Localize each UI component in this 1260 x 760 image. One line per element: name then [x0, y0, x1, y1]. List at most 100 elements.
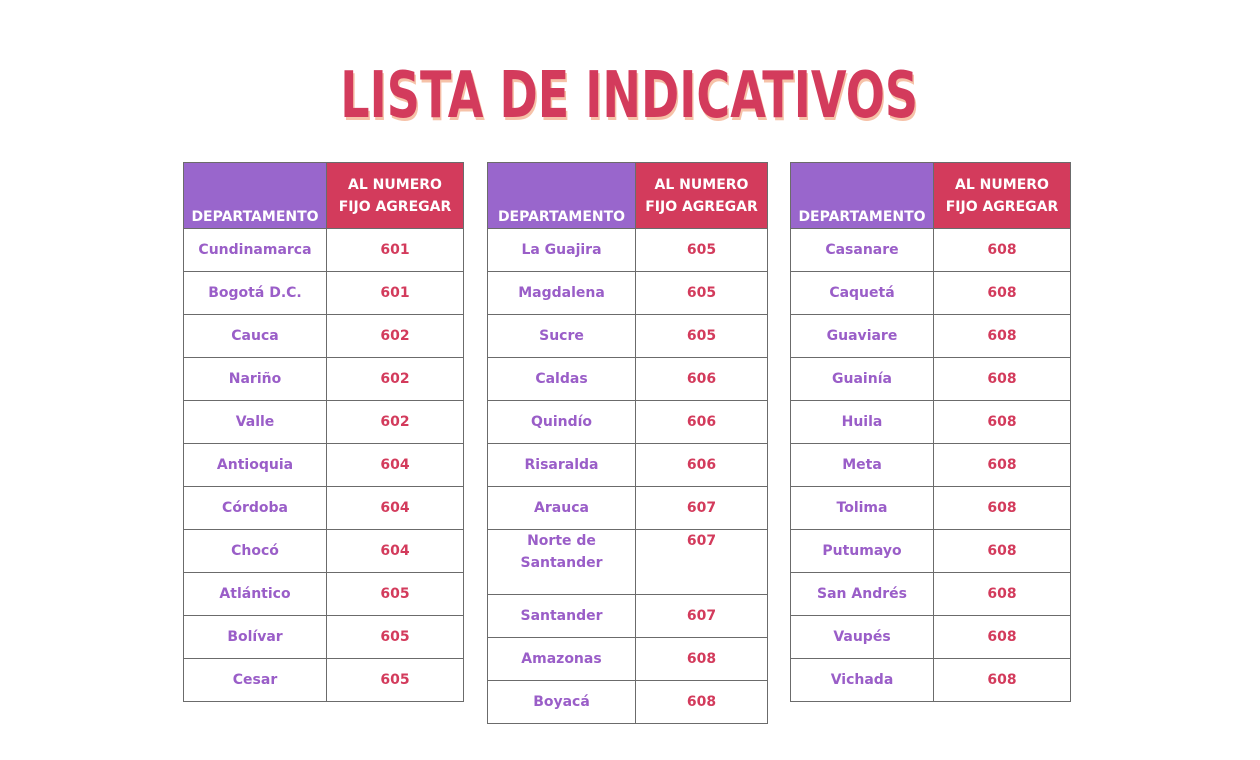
code-cell: 607: [635, 529, 768, 595]
code-cell: 605: [326, 658, 464, 702]
table-row: La Guajira 605: [487, 228, 768, 272]
department-cell: Valle: [183, 400, 327, 444]
department-cell: Amazonas: [487, 637, 636, 681]
table-row: Cesar 605: [183, 658, 464, 702]
code-cell: 607: [635, 594, 768, 638]
table-row: Atlántico 605: [183, 572, 464, 616]
code-cell: 607: [635, 486, 768, 530]
table-row: Nariño 602: [183, 357, 464, 401]
table-row: Santander 607: [487, 594, 768, 638]
table-header-row: DEPARTAMENTO AL NUMERO FIJO AGREGAR: [487, 162, 768, 229]
header-department: DEPARTAMENTO: [183, 162, 327, 229]
code-cell: 608: [933, 615, 1071, 659]
table-row: Bogotá D.C. 601: [183, 271, 464, 315]
department-cell: Tolima: [790, 486, 934, 530]
code-cell: 606: [635, 400, 768, 444]
department-cell: Arauca: [487, 486, 636, 530]
code-cell: 602: [326, 400, 464, 444]
table-row: Chocó 604: [183, 529, 464, 573]
header-department: DEPARTAMENTO: [487, 162, 636, 229]
department-cell: Casanare: [790, 228, 934, 272]
department-cell: Magdalena: [487, 271, 636, 315]
code-cell: 608: [933, 314, 1071, 358]
department-cell: Guainía: [790, 357, 934, 401]
department-cell: Cauca: [183, 314, 327, 358]
department-cell: Santander: [487, 594, 636, 638]
table-row: Vichada 608: [790, 658, 1071, 702]
table-row: San Andrés 608: [790, 572, 1071, 616]
indicatives-table-3: DEPARTAMENTO AL NUMERO FIJO AGREGAR Casan…: [790, 162, 1071, 702]
table-row: Vaupés 608: [790, 615, 1071, 659]
table-row: Cundinamarca 601: [183, 228, 464, 272]
indicatives-table-1: DEPARTAMENTO AL NUMERO FIJO AGREGAR Cundi…: [183, 162, 464, 702]
code-cell: 608: [933, 529, 1071, 573]
code-cell: 608: [933, 572, 1071, 616]
table-row: Cauca 602: [183, 314, 464, 358]
department-cell: Chocó: [183, 529, 327, 573]
header-number-line2: FIJO AGREGAR: [945, 198, 1059, 215]
code-cell: 605: [635, 314, 768, 358]
department-cell: Boyacá: [487, 680, 636, 724]
table-row: Sucre 605: [487, 314, 768, 358]
table-header-row: DEPARTAMENTO AL NUMERO FIJO AGREGAR: [183, 162, 464, 229]
table-row: Valle 602: [183, 400, 464, 444]
page-title: LISTA DE INDICATIVOS: [340, 59, 919, 133]
table-row: Quindío 606: [487, 400, 768, 444]
header-number-line2: FIJO AGREGAR: [338, 198, 452, 215]
code-cell: 605: [326, 572, 464, 616]
department-cell: Nariño: [183, 357, 327, 401]
header-number: AL NUMERO FIJO AGREGAR: [326, 162, 464, 229]
table-row: Putumayo 608: [790, 529, 1071, 573]
code-cell: 608: [933, 658, 1071, 702]
code-cell: 602: [326, 314, 464, 358]
code-cell: 605: [635, 271, 768, 315]
department-cell: Atlántico: [183, 572, 327, 616]
table-row: Meta 608: [790, 443, 1071, 487]
table-row: Tolima 608: [790, 486, 1071, 530]
table-row: Guaviare 608: [790, 314, 1071, 358]
table-row: Casanare 608: [790, 228, 1071, 272]
department-cell: Meta: [790, 443, 934, 487]
table-row: Córdoba 604: [183, 486, 464, 530]
header-number-line2: FIJO AGREGAR: [645, 198, 758, 215]
department-cell: Antioquia: [183, 443, 327, 487]
table-row: Magdalena 605: [487, 271, 768, 315]
department-cell: San Andrés: [790, 572, 934, 616]
table-row: Guainía 608: [790, 357, 1071, 401]
table-row: Bolívar 605: [183, 615, 464, 659]
indicatives-table-2: DEPARTAMENTO AL NUMERO FIJO AGREGAR La Gu…: [487, 162, 768, 724]
header-number: AL NUMERO FIJO AGREGAR: [933, 162, 1071, 229]
code-cell: 605: [326, 615, 464, 659]
code-cell: 608: [635, 680, 768, 724]
code-cell: 601: [326, 228, 464, 272]
department-cell: Bolívar: [183, 615, 327, 659]
code-cell: 608: [933, 486, 1071, 530]
department-cell: Risaralda: [487, 443, 636, 487]
table-row: Amazonas 608: [487, 637, 768, 681]
header-number-line1: AL NUMERO: [654, 176, 749, 193]
code-cell: 606: [635, 443, 768, 487]
code-cell: 604: [326, 486, 464, 530]
department-cell: Huila: [790, 400, 934, 444]
department-cell: Quindío: [487, 400, 636, 444]
department-cell: Guaviare: [790, 314, 934, 358]
department-cell: Sucre: [487, 314, 636, 358]
header-number-line1: AL NUMERO: [955, 176, 1049, 193]
department-cell: Norte de Santander: [487, 529, 636, 595]
department-cell: Caquetá: [790, 271, 934, 315]
department-cell: Vichada: [790, 658, 934, 702]
code-cell: 608: [933, 228, 1071, 272]
table-row: Norte de Santander 607: [487, 529, 768, 595]
code-cell: 601: [326, 271, 464, 315]
table-row: Boyacá 608: [487, 680, 768, 724]
header-number-line1: AL NUMERO: [348, 176, 442, 193]
department-cell: Cundinamarca: [183, 228, 327, 272]
code-cell: 605: [635, 228, 768, 272]
table-row: Antioquia 604: [183, 443, 464, 487]
header-number: AL NUMERO FIJO AGREGAR: [635, 162, 768, 229]
code-cell: 608: [933, 443, 1071, 487]
table-row: Caquetá 608: [790, 271, 1071, 315]
table-row: Arauca 607: [487, 486, 768, 530]
department-cell: Córdoba: [183, 486, 327, 530]
department-cell: Putumayo: [790, 529, 934, 573]
